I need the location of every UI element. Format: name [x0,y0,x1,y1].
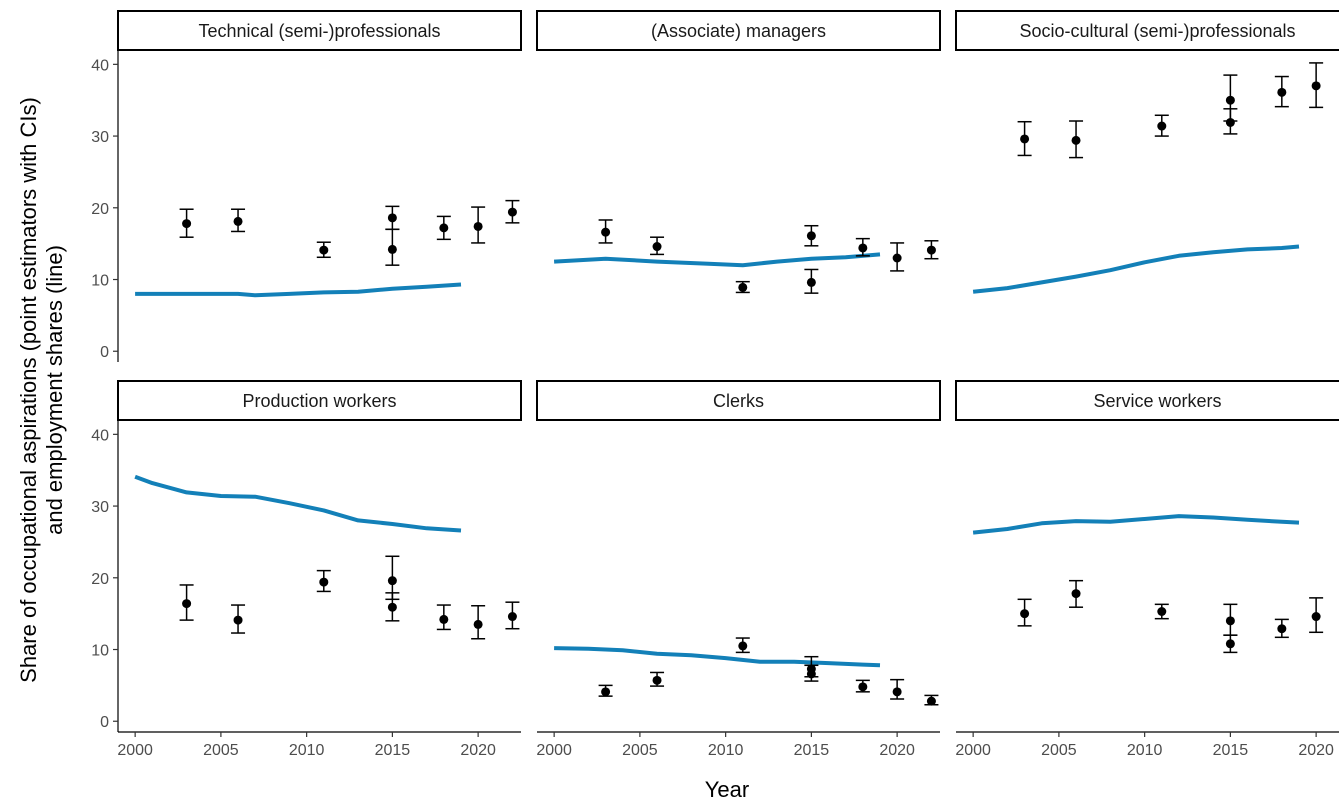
y-tick-label: 30 [91,129,109,146]
x-tick-label: 2020 [879,742,915,759]
y-tick-label: 20 [91,571,109,588]
y-tick-label: 30 [91,499,109,516]
data-point [473,221,483,231]
data-point [507,612,517,622]
data-point [806,231,816,241]
data-point [1277,624,1287,634]
x-tick-label: 2010 [708,742,744,759]
data-point [1225,95,1235,105]
x-tick-label: 2015 [1213,742,1249,759]
y-tick-label: 40 [91,427,109,444]
series-line [972,514,1300,535]
facet-title: (Associate) managers [651,21,826,41]
data-point [738,641,748,651]
data-point [738,282,748,292]
data-point [1311,612,1321,622]
data-point [1225,639,1235,649]
data-point [806,277,816,287]
data-point [1020,134,1030,144]
data-point [858,682,868,692]
x-tick-label: 2005 [203,742,239,759]
data-point [387,576,397,586]
data-point [1071,135,1081,145]
data-point [387,244,397,254]
data-point [892,687,902,697]
x-tick-label: 2000 [536,742,572,759]
data-point [387,602,397,612]
facet-strip [117,380,522,421]
data-point [1277,87,1287,97]
y-axis-title-line: and employment shares (line) [42,245,67,535]
x-axis-title: Year [705,777,749,802]
y-axis-title: Share of occupational aspirations (point… [16,97,67,683]
data-point [182,219,192,229]
x-tick-label: 2000 [955,742,991,759]
data-point [319,245,329,255]
data-point [1225,117,1235,127]
data-point [1020,609,1030,619]
data-point [652,675,662,685]
facet-title: Socio-cultural (semi-)professionals [1019,21,1295,41]
facet-title: Production workers [242,391,396,411]
data-point [319,577,329,587]
series-line [553,252,881,268]
x-tick-label: 2020 [460,742,496,759]
data-point [601,687,611,697]
data-point [233,216,243,226]
x-tick-label: 2020 [1298,742,1334,759]
data-point [1311,81,1321,91]
x-tick-label: 2005 [1041,742,1077,759]
facet-strip [536,380,941,421]
data-point [233,615,243,625]
facet-strip [955,10,1339,51]
data-point [858,243,868,253]
series-line [972,244,1300,294]
x-tick-label: 2015 [375,742,411,759]
data-point [182,599,192,609]
data-point [601,227,611,237]
data-point [1157,121,1167,131]
facet-strip [955,380,1339,421]
series-line [554,646,881,668]
data-point [926,245,936,255]
data-point [1225,616,1235,626]
x-tick-label: 2010 [1127,742,1163,759]
x-tick-label: 2000 [117,742,153,759]
y-tick-label: 10 [91,273,109,290]
series-line [135,282,462,298]
data-point [652,242,662,252]
facet-title: Service workers [1093,391,1221,411]
y-tick-label: 10 [91,643,109,660]
y-tick-label: 0 [100,344,109,361]
facet-strip [536,10,941,51]
data-point [439,614,449,624]
x-tick-label: 2010 [289,742,325,759]
data-point [387,213,397,223]
facet-strip [117,10,522,51]
x-tick-label: 2005 [622,742,658,759]
y-tick-label: 20 [91,201,109,218]
facet-title: Clerks [713,391,764,411]
data-point [1071,589,1081,599]
data-point [439,223,449,233]
series-line [134,474,462,533]
data-point [473,619,483,629]
data-point [806,669,816,679]
facet-title: Technical (semi-)professionals [198,21,440,41]
data-point [926,696,936,706]
y-axis-title-line: Share of occupational aspirations (point… [16,97,41,683]
data-point [1157,607,1167,617]
y-tick-label: 0 [100,714,109,731]
y-tick-label: 40 [91,57,109,74]
data-point [507,207,517,217]
x-tick-label: 2015 [794,742,830,759]
data-point [892,253,902,263]
